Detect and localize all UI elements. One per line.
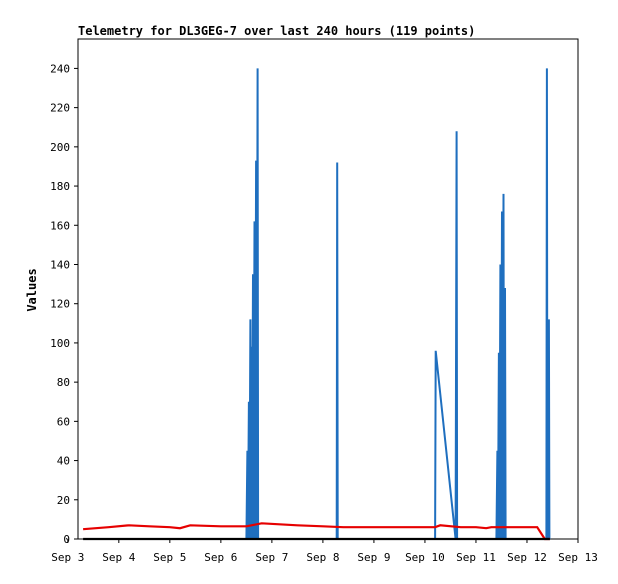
y-tick-label: 180 [50, 180, 70, 193]
x-tick-label: Sep 5 [153, 551, 186, 564]
series-line-2 [83, 522, 550, 541]
y-axis-label: Values [25, 268, 39, 311]
x-axis-ticks: Sep 3 Sep 4 Sep 5 Sep 6 Sep 7 Sep 8 Sep 9 Sep 1… [51, 539, 598, 564]
x-tick-label: Sep 6 [204, 551, 237, 564]
y-tick-label: 200 [50, 141, 70, 154]
x-tick-label: Sep 11 [456, 551, 496, 564]
series-layer [83, 68, 551, 541]
x-tick-label: Sep 8 [306, 551, 339, 564]
x-tick-label: Sep 3 [51, 551, 84, 564]
x-tick-label: Sep 7 [255, 551, 288, 564]
y-tick-label: 120 [50, 298, 70, 311]
y-tick-label: 220 [50, 102, 70, 115]
y-axis-ticks: 0 20 40 60 80 100 120 140 160 180 200 220 240 [50, 62, 78, 546]
x-tick-label: Sep 4 [102, 551, 135, 564]
y-tick-label: 40 [57, 455, 70, 468]
y-tick-label: 100 [50, 337, 70, 350]
chart-title: Telemetry for DL3GEG-7 over last 240 hou… [78, 24, 475, 38]
series-line-1 [245, 68, 551, 540]
y-tick-label: 140 [50, 258, 70, 271]
y-tick-label: 20 [57, 494, 70, 507]
y-tick-label: 0 [63, 533, 70, 546]
y-tick-label: 160 [50, 219, 70, 232]
y-tick-label: 240 [50, 62, 70, 75]
x-tick-label: Sep 9 [357, 551, 390, 564]
x-tick-label: Sep 12 [507, 551, 547, 564]
y-tick-label: 80 [57, 376, 70, 389]
x-tick-label: Sep 10 [405, 551, 445, 564]
x-tick-label: Sep 13 [558, 551, 598, 564]
y-tick-label: 60 [57, 415, 70, 428]
